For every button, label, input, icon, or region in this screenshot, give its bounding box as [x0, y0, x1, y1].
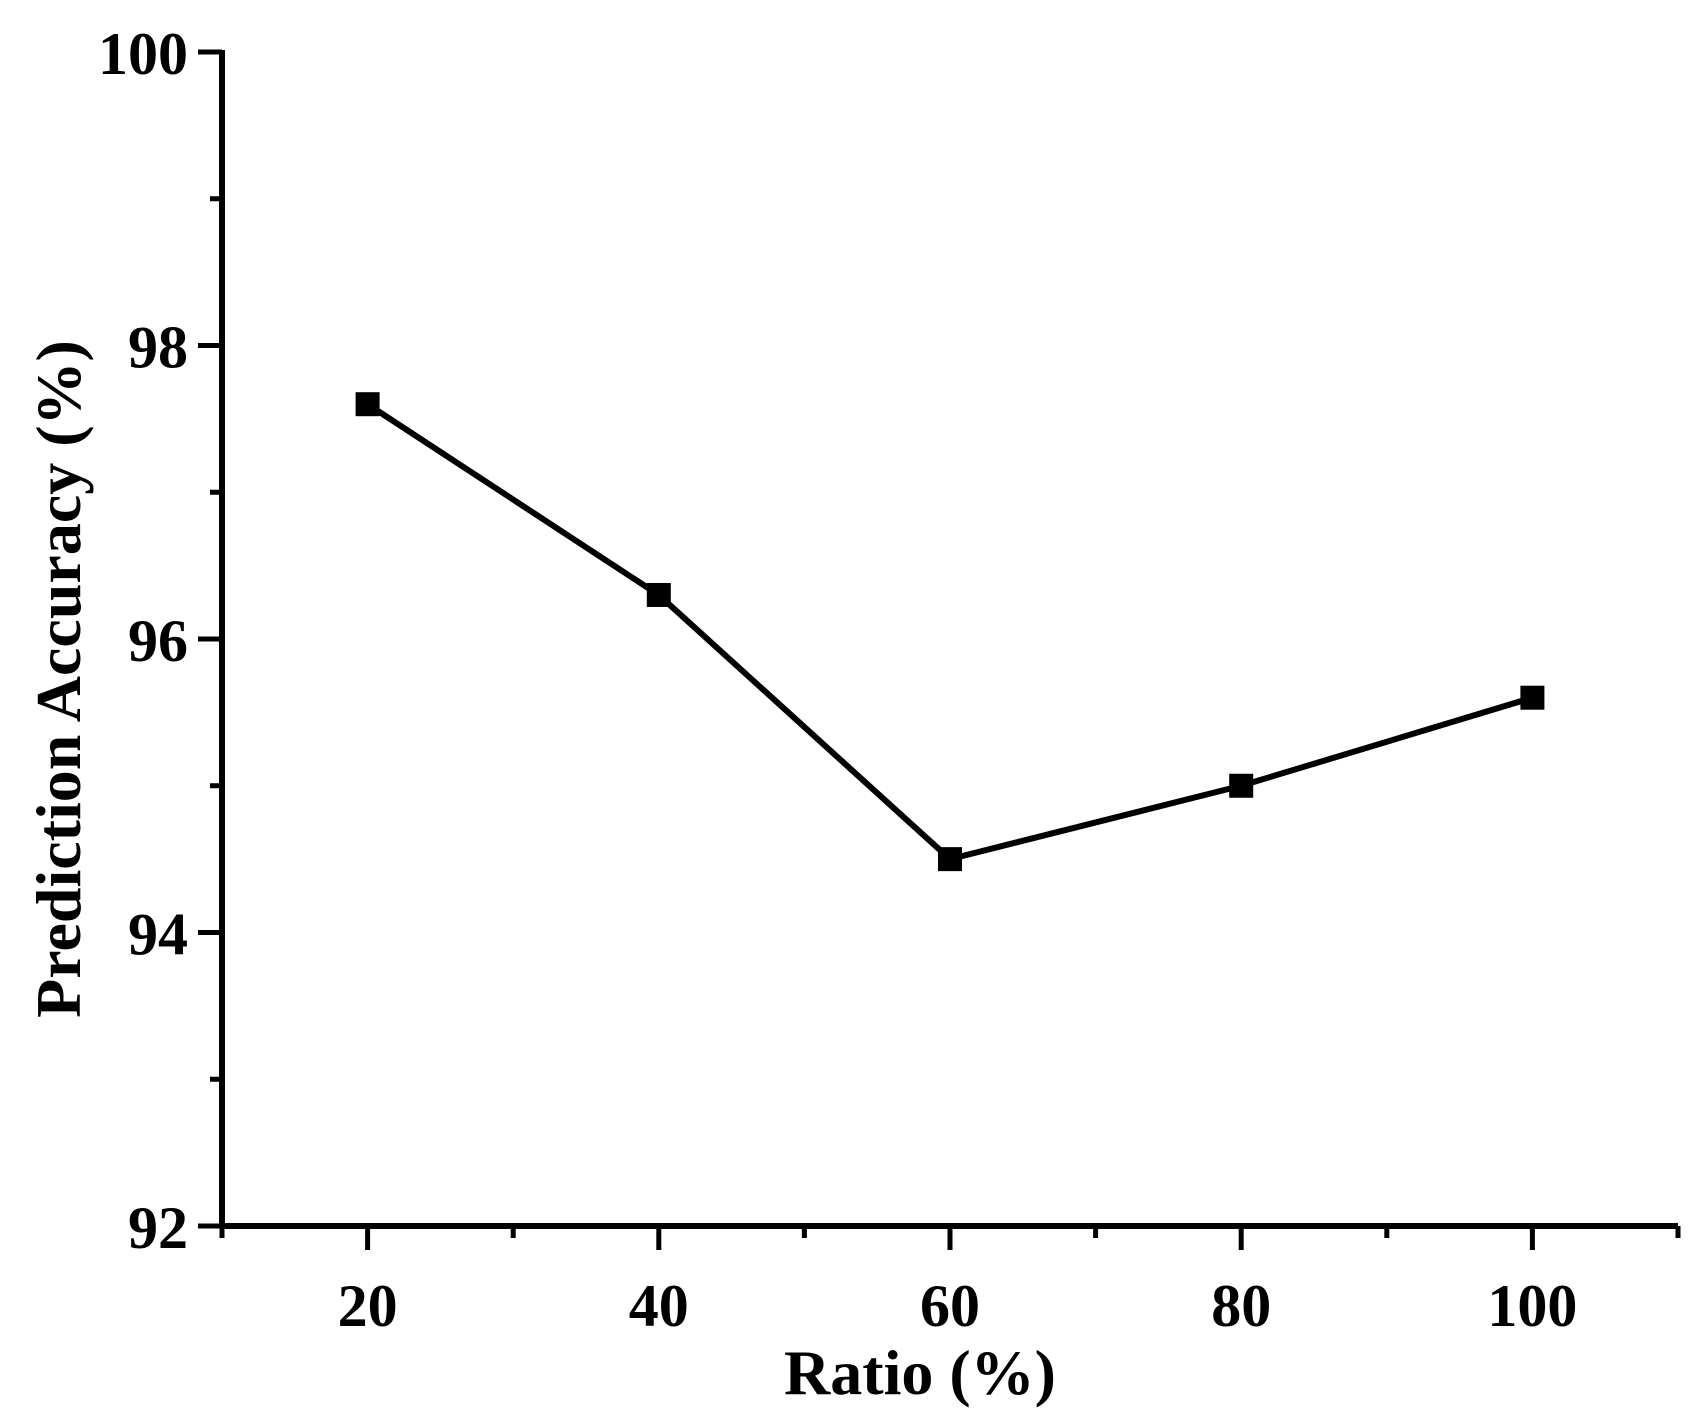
ticks-group [198, 49, 1681, 1250]
data-point-marker [1520, 685, 1545, 710]
x-tick-label: 40 [629, 1273, 689, 1339]
y-tick-label: 96 [128, 608, 188, 674]
y-tick-label: 98 [128, 315, 188, 381]
axes [219, 50, 1678, 1229]
data-point-marker [355, 392, 380, 417]
series-line [365, 401, 1534, 863]
y-tick-label: 92 [128, 1195, 188, 1261]
y-tick-label: 94 [128, 902, 188, 968]
series-group [355, 392, 1545, 872]
x-axis-label: Ratio (%) [784, 1337, 1056, 1408]
data-point-marker [646, 582, 671, 607]
data-point-marker [938, 847, 962, 872]
y-tick-label: 100 [98, 21, 188, 87]
x-tick-label: 100 [1487, 1273, 1577, 1339]
y-axis-label: Prediction Accuracy (%) [23, 340, 94, 1018]
x-tick-label: 20 [338, 1273, 398, 1339]
data-point-marker [1229, 773, 1254, 798]
tick-labels-group: 92 94 96 98 100 20 40 60 80 100 [98, 21, 1577, 1339]
x-tick-label: 80 [1211, 1273, 1271, 1339]
x-tick-label: 60 [920, 1273, 980, 1339]
